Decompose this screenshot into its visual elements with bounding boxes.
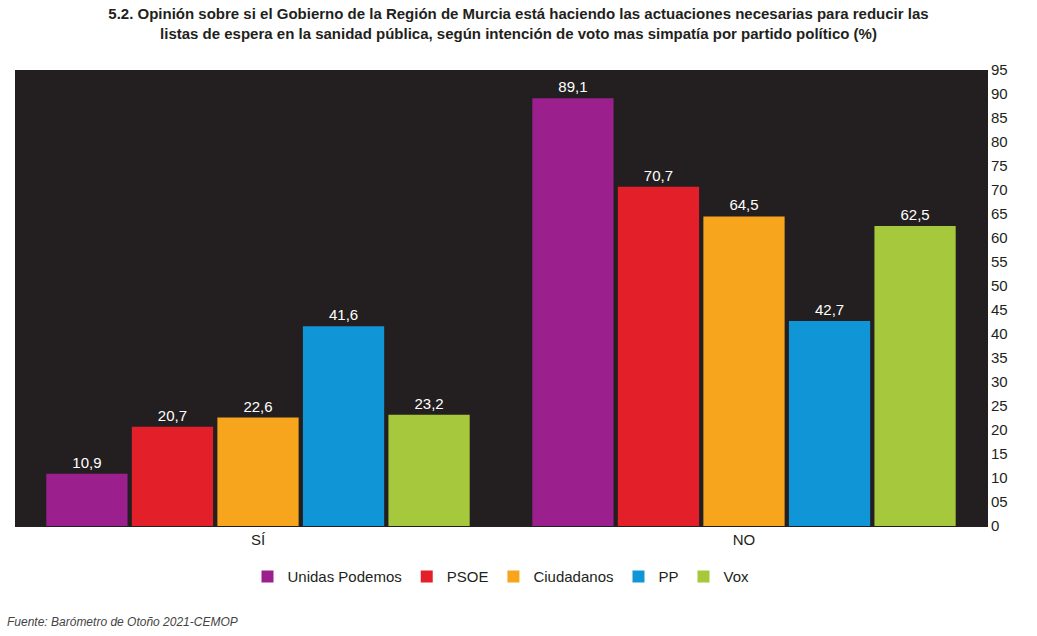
svg-text:10,9: 10,9 bbox=[72, 454, 101, 471]
svg-text:05: 05 bbox=[991, 493, 1008, 510]
svg-text:41,6: 41,6 bbox=[329, 306, 358, 323]
svg-text:40: 40 bbox=[991, 325, 1008, 342]
svg-text:SÍ: SÍ bbox=[251, 531, 266, 548]
svg-text:75: 75 bbox=[991, 157, 1008, 174]
svg-text:80: 80 bbox=[991, 133, 1008, 150]
svg-text:95: 95 bbox=[991, 61, 1008, 78]
svg-text:70: 70 bbox=[991, 181, 1008, 198]
svg-text:65: 65 bbox=[991, 205, 1008, 222]
svg-text:22,6: 22,6 bbox=[243, 398, 272, 415]
svg-text:50: 50 bbox=[991, 277, 1008, 294]
svg-text:25: 25 bbox=[991, 397, 1008, 414]
svg-text:NO: NO bbox=[733, 531, 756, 548]
svg-text:Unidas Podemos: Unidas Podemos bbox=[288, 568, 402, 585]
svg-text:45: 45 bbox=[991, 301, 1008, 318]
svg-text:PSOE: PSOE bbox=[447, 568, 489, 585]
svg-text:15: 15 bbox=[991, 445, 1008, 462]
svg-text:23,2: 23,2 bbox=[414, 395, 443, 412]
svg-text:64,5: 64,5 bbox=[729, 196, 758, 213]
svg-text:5.2. Opinión sobre si el Gobie: 5.2. Opinión sobre si el Gobierno de la … bbox=[108, 5, 928, 42]
svg-text:55: 55 bbox=[991, 253, 1008, 270]
svg-text:85: 85 bbox=[991, 109, 1008, 126]
svg-text:PP: PP bbox=[658, 568, 678, 585]
svg-text:0: 0 bbox=[991, 517, 999, 534]
svg-text:Ciudadanos: Ciudadanos bbox=[533, 568, 613, 585]
svg-text:20,7: 20,7 bbox=[158, 407, 187, 424]
svg-text:60: 60 bbox=[991, 229, 1008, 246]
svg-text:10: 10 bbox=[991, 469, 1008, 486]
svg-text:89,1: 89,1 bbox=[558, 78, 587, 95]
svg-text:Fuente: Barómetro de Otoño 202: Fuente: Barómetro de Otoño 2021-CEMOP bbox=[7, 615, 238, 629]
svg-text:30: 30 bbox=[991, 373, 1008, 390]
svg-text:70,7: 70,7 bbox=[644, 167, 673, 184]
svg-text:62,5: 62,5 bbox=[900, 206, 929, 223]
svg-text:42,7: 42,7 bbox=[815, 301, 844, 318]
svg-text:35: 35 bbox=[991, 349, 1008, 366]
svg-text:20: 20 bbox=[991, 421, 1008, 438]
svg-text:Vox: Vox bbox=[724, 568, 750, 585]
svg-text:90: 90 bbox=[991, 85, 1008, 102]
